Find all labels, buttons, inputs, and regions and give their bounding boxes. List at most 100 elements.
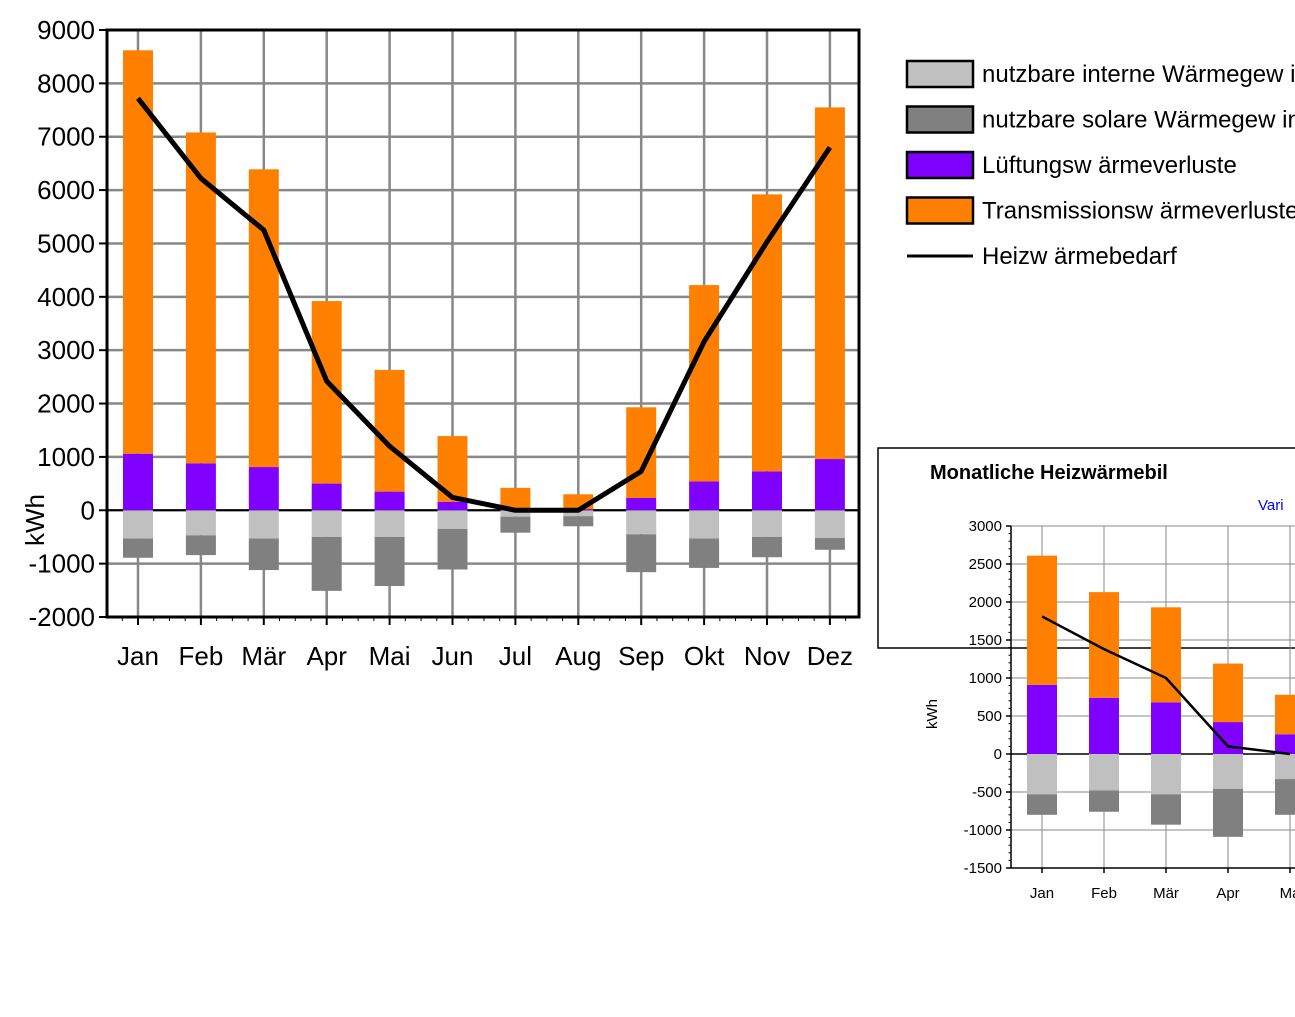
bar-l-ftungsw-rmeverluste-m-r xyxy=(248,467,279,511)
legend-label-l-ftungsw-rmeverluste: Lüftungsw ärmeverluste xyxy=(982,152,1237,179)
bar-transmissionsw-rmeverluste-m-r xyxy=(248,169,279,468)
y-tick-label: 3000 xyxy=(37,335,95,365)
x-tick-label: Aug xyxy=(555,641,601,671)
y-tick-label: 2000 xyxy=(969,594,1002,611)
legend-swatch-nutzbare-solare-w-rmegew-inne xyxy=(905,105,975,134)
bar-nutzbare-solare-w-rmegew-inne-jan xyxy=(123,538,153,558)
bar-nutzbare-solare-w-rmegew-inne-sep xyxy=(626,534,657,573)
bar-solare-feb xyxy=(1089,790,1119,812)
bar-l-ftung-ma xyxy=(1275,734,1295,754)
x-tick-label: Ma xyxy=(1280,885,1295,902)
bar-transmissionsw-rmeverluste-mai xyxy=(374,369,405,492)
bar-l-ftung-m-r xyxy=(1151,702,1181,754)
main-line xyxy=(136,96,832,513)
bar-nutzbare-solare-w-rmegew-inne-nov xyxy=(752,536,782,558)
bar-nutzbare-interne-w-rmegew-inne-dez xyxy=(814,510,845,539)
bar-l-ftungsw-rmeverluste-nov xyxy=(752,471,782,511)
main-legend: nutzbare interne Wärmegew inne nutzbare s… xyxy=(905,59,1295,270)
y-tick-label: 5000 xyxy=(37,228,95,258)
main-plot-frame xyxy=(105,28,861,619)
bar-l-ftungsw-rmeverluste-mai xyxy=(374,491,405,511)
bar-l-ftung-jan xyxy=(1027,684,1057,754)
inset-y-axis: 3000 2500 2000 1500 1000 500 0 -500 -1000 -1500 xyxy=(964,518,1011,877)
bar-nutzbare-solare-w-rmegew-inne-mai xyxy=(374,536,405,587)
y-tick-label: -1000 xyxy=(964,822,1002,839)
bar-l-ftung-feb xyxy=(1089,697,1119,754)
bar-interne-ma xyxy=(1275,754,1295,780)
x-tick-label: Feb xyxy=(178,641,223,671)
y-tick-label: 3000 xyxy=(969,518,1002,535)
bar-nutzbare-interne-w-rmegew-inne-feb xyxy=(185,510,216,536)
bar-nutzbare-solare-w-rmegew-inne-dez xyxy=(814,538,845,550)
x-tick-label: Sep xyxy=(618,641,664,671)
bar-transmissionsw-rmeverluste-feb xyxy=(185,132,216,464)
x-tick-label: Jun xyxy=(432,641,474,671)
bar-nutzbare-solare-w-rmegew-inne-aug xyxy=(563,516,594,527)
line-heizw-rmebedarf xyxy=(136,96,832,513)
y-tick-label: 2500 xyxy=(969,556,1002,573)
y-tick-label: -2000 xyxy=(29,602,96,632)
main-bars xyxy=(123,50,845,591)
inset-frame xyxy=(877,447,1295,649)
bar-l-ftungsw-rmeverluste-jun xyxy=(437,501,468,511)
bar-l-ftungsw-rmeverluste-dez xyxy=(814,459,845,511)
y-tick-label: 2000 xyxy=(37,389,95,419)
y-tick-label: -500 xyxy=(972,784,1002,801)
bar-transmission-m-r xyxy=(1151,607,1181,703)
main-x-axis: Jan Feb Mär Apr Mai Jun Jul Aug Sep Okt Nov Dez xyxy=(117,617,853,671)
bar-nutzbare-interne-w-rmegew-inne-aug xyxy=(563,510,594,517)
x-tick-label: Okt xyxy=(684,641,725,671)
bar-transmission-jan xyxy=(1027,555,1057,685)
bar-nutzbare-interne-w-rmegew-inne-mai xyxy=(374,510,405,537)
bar-nutzbare-interne-w-rmegew-inne-m-r xyxy=(248,510,279,539)
bar-interne-apr xyxy=(1213,754,1243,789)
inset-line xyxy=(1041,615,1291,756)
bar-nutzbare-solare-w-rmegew-inne-feb xyxy=(185,535,216,556)
bar-nutzbare-solare-w-rmegew-inne-jun xyxy=(437,528,468,570)
bar-l-ftungsw-rmeverluste-apr xyxy=(311,483,342,511)
bar-transmission-apr xyxy=(1213,663,1243,723)
y-tick-label: 4000 xyxy=(37,282,95,312)
bar-l-ftungsw-rmeverluste-feb xyxy=(185,463,216,511)
legend-label-heizw-rmebedarf: Heizw ärmebedarf xyxy=(982,243,1177,270)
inset-subtitle: Vari xyxy=(1258,497,1284,514)
legend-label-transmissionsw-rmeverluste: Transmissionsw ärmeverluste xyxy=(982,198,1295,225)
x-tick-label: Jul xyxy=(499,641,532,671)
bar-solare-ma xyxy=(1275,779,1295,815)
bar-solare-apr xyxy=(1213,788,1243,837)
bar-transmissionsw-rmeverluste-okt xyxy=(689,285,720,482)
bar-nutzbare-interne-w-rmegew-inne-sep xyxy=(626,510,657,535)
bar-nutzbare-solare-w-rmegew-inne-apr xyxy=(311,536,342,591)
main-y-axis-label: kWh xyxy=(20,494,50,546)
bar-nutzbare-interne-w-rmegew-inne-apr xyxy=(311,510,342,537)
bar-nutzbare-interne-w-rmegew-inne-nov xyxy=(752,510,782,537)
bar-l-ftungsw-rmeverluste-sep xyxy=(626,497,657,511)
bar-nutzbare-interne-w-rmegew-inne-jun xyxy=(437,510,468,529)
bar-nutzbare-interne-w-rmegew-inne-okt xyxy=(689,510,720,539)
y-tick-label: 0 xyxy=(81,495,95,525)
legend-label-nutzbare-solare-w-rmegew-inne: nutzbare solare Wärmegew inne xyxy=(982,107,1295,134)
bar-nutzbare-solare-w-rmegew-inne-jul xyxy=(500,516,531,533)
x-tick-label: Dez xyxy=(807,641,853,671)
bar-interne-m-r xyxy=(1151,754,1181,795)
bar-solare-m-r xyxy=(1151,794,1181,825)
x-tick-label: Mär xyxy=(1153,885,1179,902)
y-tick-label: 500 xyxy=(977,708,1002,725)
bar-transmissionsw-rmeverluste-jan xyxy=(123,50,153,454)
bar-nutzbare-solare-w-rmegew-inne-m-r xyxy=(248,538,279,571)
x-tick-label: Mär xyxy=(241,641,286,671)
x-tick-label: Jan xyxy=(117,641,159,671)
y-tick-label: 1000 xyxy=(37,442,95,472)
inset-title: Monatliche Heizwärmebil xyxy=(930,462,1168,484)
x-tick-label: Jan xyxy=(1030,885,1054,902)
bar-nutzbare-interne-w-rmegew-inne-jul xyxy=(500,510,531,517)
main-y-axis: 9000 8000 7000 6000 5000 4000 3000 2000 1000 0 -10… xyxy=(29,15,107,632)
main-chart: 9000 8000 7000 6000 5000 4000 3000 2000 1000 0 -10… xyxy=(20,15,861,671)
bar-transmission-ma xyxy=(1275,694,1295,735)
bar-l-ftungsw-rmeverluste-jan xyxy=(123,453,153,511)
line-heizw-rmebedarf xyxy=(1041,615,1291,756)
bar-solare-jan xyxy=(1027,794,1057,815)
bar-nutzbare-solare-w-rmegew-inne-okt xyxy=(689,538,720,568)
bar-transmissionsw-rmeverluste-nov xyxy=(752,194,782,472)
